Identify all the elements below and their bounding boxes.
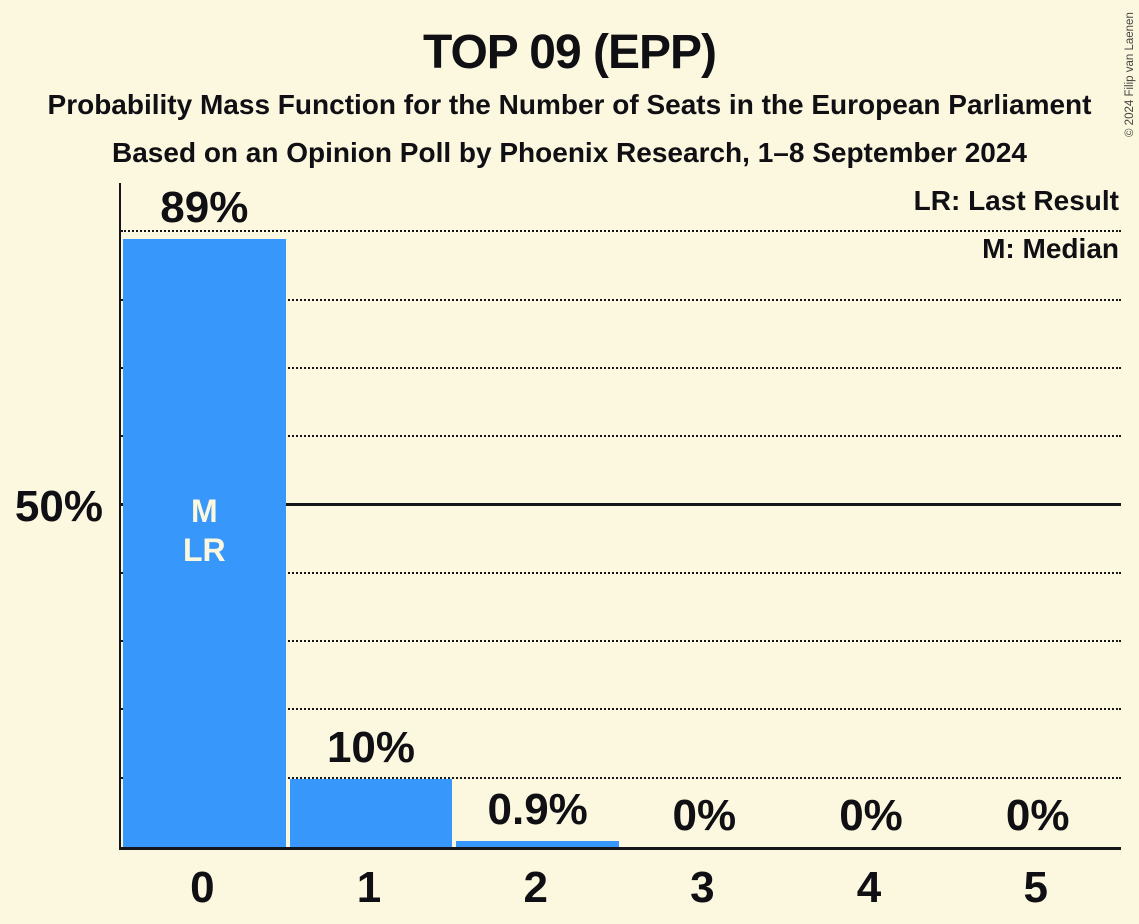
x-tick-label-1: 1	[356, 863, 382, 912]
value-label-seats-4: 0%	[839, 791, 903, 840]
gridline-dotted-70pct	[121, 366, 1121, 369]
value-label-seats-1: 10%	[326, 722, 416, 772]
gridline-dotted-90pct	[121, 230, 1121, 233]
bar-seats-1	[289, 778, 453, 847]
chart-title: TOP 09 (EPP)	[422, 26, 717, 79]
plot-area: 89% 10% 0.9% 0% 0% 0% M LR	[119, 183, 1121, 850]
bar-seats-2	[456, 840, 619, 847]
value-label-seats-0: 89%	[160, 183, 249, 233]
legend-median: M: Median	[982, 233, 1119, 264]
x-tick-label-0: 0	[190, 863, 215, 912]
chart-subtitle: Probability Mass Function for the Number…	[47, 89, 1092, 120]
value-label-seats-3: 0%	[672, 791, 737, 840]
y-axis-tick-label: 50%	[14, 482, 103, 531]
value-label-seats-5: 0%	[1005, 791, 1070, 840]
x-tick-label-3: 3	[690, 863, 715, 912]
gridline-dotted-10pct	[121, 776, 1121, 779]
gridline-dotted-60pct	[121, 435, 1121, 438]
copyright-notice: © 2024 Filip van Laenen	[1124, 12, 1136, 137]
gridline-dotted-30pct	[121, 640, 1121, 643]
x-axis-tick-labels: 0 1 2 3 4 5	[119, 866, 1119, 910]
value-label-seats-2: 0.9%	[487, 784, 588, 834]
gridline-solid-50pct	[121, 502, 1121, 506]
x-tick-label-2: 2	[523, 863, 548, 912]
bar-annotation-median-lastresult: M LR	[183, 492, 226, 568]
x-tick-label-4: 4	[856, 863, 882, 912]
gridline-dotted-80pct	[121, 298, 1121, 301]
gridline-dotted-40pct	[121, 571, 1121, 574]
bar-seats-0	[123, 239, 286, 847]
gridline-dotted-20pct	[121, 708, 1121, 711]
legend-last-result: LR: Last Result	[913, 185, 1119, 216]
chart-source-line: Based on an Opinion Poll by Phoenix Rese…	[112, 137, 1027, 168]
x-tick-label-5: 5	[1023, 863, 1048, 912]
